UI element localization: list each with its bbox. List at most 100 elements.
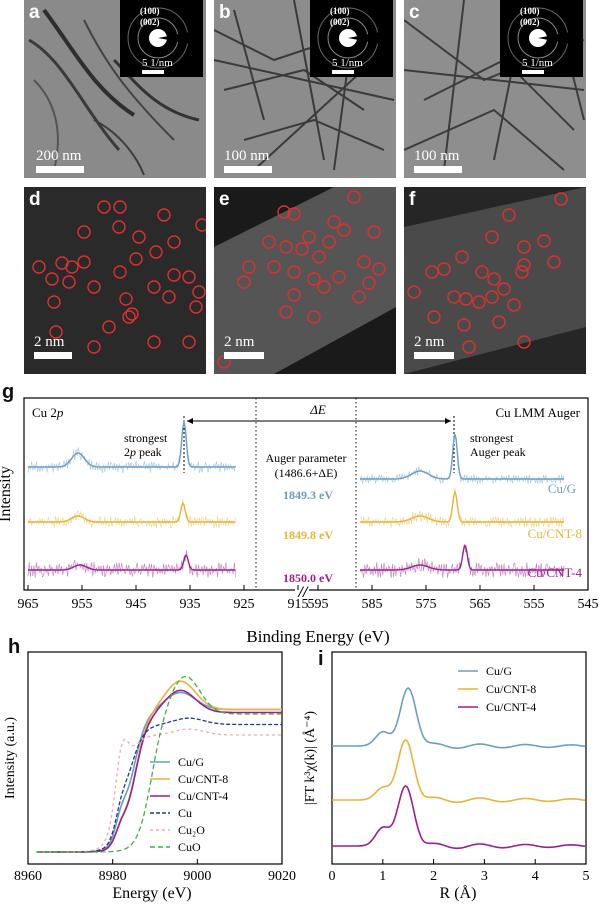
legend-label: Cu/G: [486, 664, 512, 678]
cu-cnt8-2p-raw: [27, 499, 236, 529]
exafs-chart: Cu/G Cu/CNT-8 Cu/CNT-4 0 1 2 3 4 5 |FT k³χ(k)| …: [302, 651, 590, 902]
scale-text: 100 nm: [414, 148, 460, 164]
delta-e-label: ΔE: [309, 402, 326, 417]
x-tick-label: 955: [72, 597, 93, 612]
scale-text: 2 nm: [34, 334, 65, 350]
cu-cnt8-auger-fit: [360, 489, 564, 523]
tem-panel-a: a (100) (002) 5 1/nm 200 nm: [24, 0, 206, 178]
saed-inset: (100) (002) 5 1/nm: [120, 0, 203, 77]
stem-panel-f: f 2 nm: [404, 187, 586, 374]
series-label-cu-g: Cu/G: [548, 481, 576, 496]
cu-g-2p-fit: [28, 421, 236, 468]
panel-label: a: [29, 2, 40, 23]
x-tick-label: 4: [532, 869, 539, 884]
legend-label: Cu/G: [178, 755, 204, 769]
atom-map: [404, 187, 586, 374]
x-ticks: 965 955 945 935 925 915 595 585 575 565 555 545: [18, 585, 599, 612]
panel-label-g: g: [2, 381, 15, 403]
panel-label: e: [219, 189, 230, 210]
x-axis-label: Energy (eV): [112, 885, 191, 902]
diffraction-pattern-icon: [317, 7, 390, 69]
panel-label: f: [409, 189, 416, 210]
cuo-reference-curve: [36, 675, 282, 853]
x-tick-label: 935: [180, 597, 201, 612]
arrow-left-head: [187, 418, 193, 424]
saed-scale-text: 5 1/nm: [332, 57, 363, 69]
x-axis-label: R (Å): [440, 884, 477, 902]
auger-parameter-label-2: (1486.6+ΔE): [275, 466, 338, 480]
y-axis-label: Intensity (a.u.): [3, 717, 18, 799]
auger-value-cu-cnt4: 1850.0 eV: [283, 571, 333, 585]
auger-value-cu-g: 1849.3 eV: [283, 488, 333, 502]
saed-scalebar: [522, 70, 544, 74]
cu-g-auger-fit: [360, 433, 564, 480]
xanes-curves: [36, 675, 282, 853]
saed-plane-top: (100): [140, 6, 160, 16]
peak1-annotation-2: 2p peak: [124, 445, 162, 459]
x-tick-label: 8980: [99, 869, 127, 884]
cu-cnt8-2p-fit: [28, 501, 236, 523]
xps-spectra: [27, 419, 565, 578]
scale-bar: [36, 166, 84, 173]
y-axis-label: |FT k³χ(k)| (Å⁻⁴): [302, 711, 318, 805]
panel-label: c: [409, 2, 420, 23]
peak2-annotation-1: strongest: [470, 431, 514, 445]
xanes-chart: Cu/G Cu/CNT-8 Cu/CNT-4 Cu Cu₂O CuO 8960 8980 90…: [3, 651, 296, 902]
x-tick-label: 5: [583, 869, 590, 884]
x-tick-label: 575: [416, 597, 437, 612]
x-ticks: 0 1 2 3 4 5: [329, 859, 590, 884]
axis-break-mark: //: [298, 584, 309, 601]
scale-bar: [224, 166, 272, 173]
atom-map: [24, 187, 206, 374]
saed-plane-top: (100): [520, 6, 540, 16]
x-tick-label: 9000: [183, 869, 211, 884]
x-tick-label: 925: [234, 597, 255, 612]
x-tick-label: 945: [126, 597, 147, 612]
cu2o-reference-curve: [36, 728, 282, 853]
peak2-annotation-2: Auger peak: [470, 445, 526, 459]
x-tick-label: 585: [362, 597, 383, 612]
legend-label: Cu/CNT-8: [178, 772, 228, 786]
saed-plane-bottom: (002): [330, 17, 350, 27]
saed-scalebar: [142, 70, 164, 74]
tem-panel-b: b (100) (002) 5 1/nm 100 nm: [214, 0, 396, 178]
x-tick-label: 965: [18, 597, 39, 612]
auger-parameter-label-1: Auger parameter: [266, 451, 347, 465]
scale-bar: [414, 352, 454, 359]
saed-inset: (100) (002) 5 1/nm: [500, 0, 583, 77]
scale-bar: [224, 352, 264, 359]
cu-cnt4-2p-fit: [28, 554, 236, 571]
xps-chart: // Cu 2p Cu LMM Auger ΔE strongest 2p pe…: [0, 397, 599, 646]
saed-plane-bottom: (002): [520, 17, 540, 27]
x-tick-label: 1: [379, 869, 386, 884]
series-label-cu-cnt8: Cu/CNT-8: [528, 526, 582, 541]
scale-text: 200 nm: [36, 148, 82, 164]
arrow-right-head: [445, 418, 451, 424]
plot-frame: [331, 651, 587, 865]
scale-bar: [34, 352, 72, 359]
stem-panel-d: d 2 nm: [24, 187, 206, 374]
scale-bar: [414, 166, 462, 173]
legend-label: Cu/CNT-4: [486, 700, 536, 714]
scale-text: 2 nm: [224, 334, 255, 350]
saed-scalebar: [332, 70, 354, 74]
x-ticks: 8960 8980 9000 9020: [14, 859, 296, 884]
x-tick-label: 2: [430, 869, 437, 884]
scale-text: 2 nm: [414, 334, 445, 350]
exafs-curves: [332, 687, 586, 850]
diffraction-pattern-icon: [127, 7, 200, 69]
x-tick-label: 3: [481, 869, 488, 884]
cu-cnt8-auger-raw: [359, 487, 565, 528]
panel-label: b: [219, 2, 231, 23]
x-tick-label: 8960: [14, 869, 42, 884]
plot-frame: [27, 651, 283, 865]
cu-cnt4-curve: [332, 785, 586, 850]
saed-scale-text: 5 1/nm: [522, 57, 553, 69]
legend: Cu/G Cu/CNT-8 Cu/CNT-4: [458, 664, 536, 714]
scale-text: 100 nm: [224, 148, 270, 164]
legend: Cu/G Cu/CNT-8 Cu/CNT-4 Cu Cu₂O CuO: [150, 755, 228, 854]
cu-g-auger-raw: [359, 437, 565, 485]
cu-reference-curve: [36, 717, 282, 853]
y-axis-label: Intensity: [0, 466, 14, 522]
cu-cnt4-2p-raw: [27, 550, 236, 578]
